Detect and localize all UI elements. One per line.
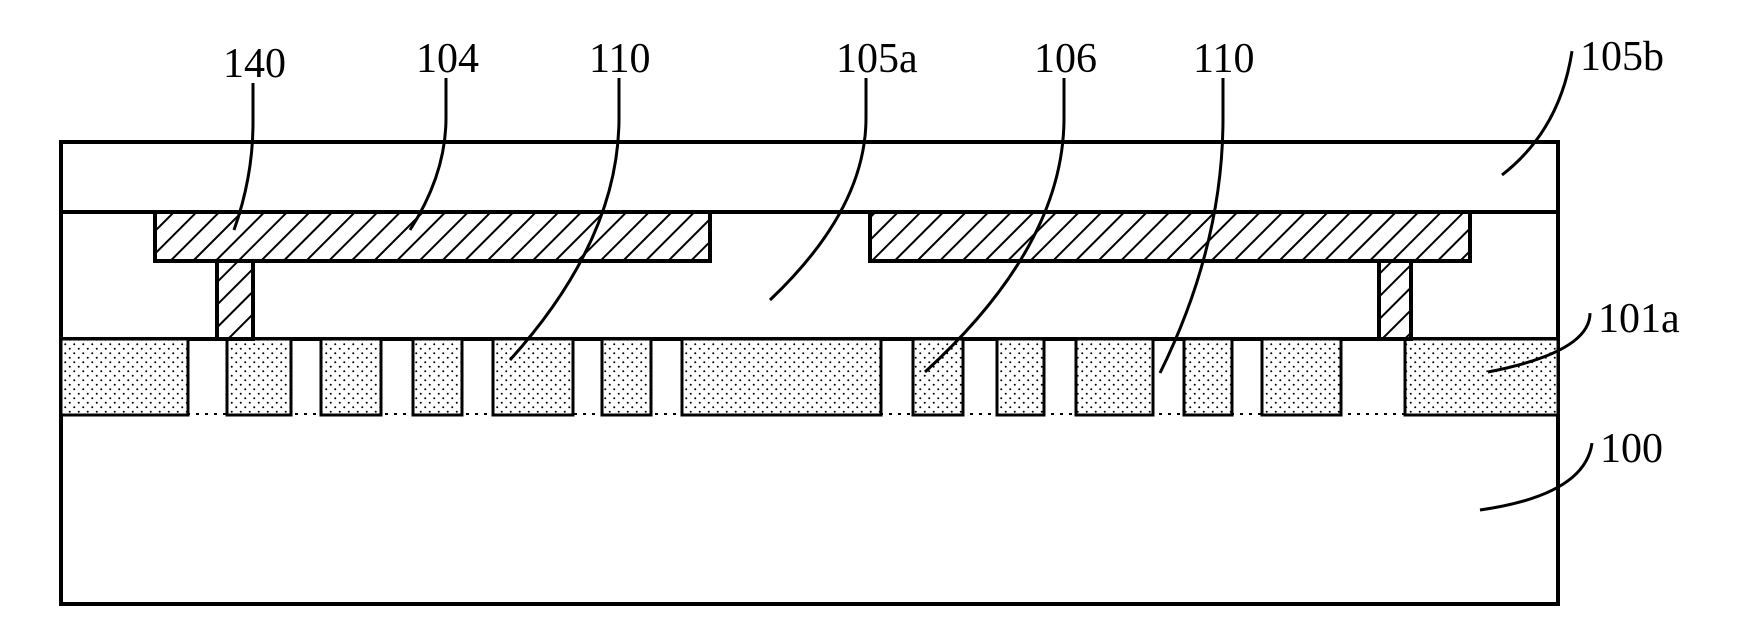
porous-segment (61, 339, 188, 415)
via-right (1379, 261, 1411, 339)
porous-layer (61, 339, 1558, 415)
porous-segment (227, 339, 291, 415)
label-105a: 105a (836, 36, 918, 82)
label-140: 140 (223, 41, 286, 87)
via-left (217, 261, 253, 339)
label-106: 106 (1034, 36, 1097, 82)
cross-section-diagram: 140 104 110 105a 106 110 105b 101a 100 (0, 0, 1738, 633)
porous-segment (682, 339, 881, 415)
porous-segment (913, 339, 963, 415)
porous-segment (1184, 339, 1232, 415)
label-101a: 101a (1598, 296, 1680, 342)
porous-segment (602, 339, 651, 415)
label-100: 100 (1600, 426, 1663, 472)
label-110b: 110 (1193, 36, 1254, 82)
porous-segment (321, 339, 381, 415)
label-105b: 105b (1580, 34, 1664, 80)
porous-segment (413, 339, 462, 415)
porous-segment (1405, 339, 1558, 415)
porous-segment (1262, 339, 1341, 415)
label-110a: 110 (589, 36, 650, 82)
porous-segment (997, 339, 1044, 415)
electrode-right (870, 212, 1470, 261)
porous-segment (493, 339, 573, 415)
porous-segment (1076, 339, 1153, 415)
label-104: 104 (416, 36, 479, 82)
